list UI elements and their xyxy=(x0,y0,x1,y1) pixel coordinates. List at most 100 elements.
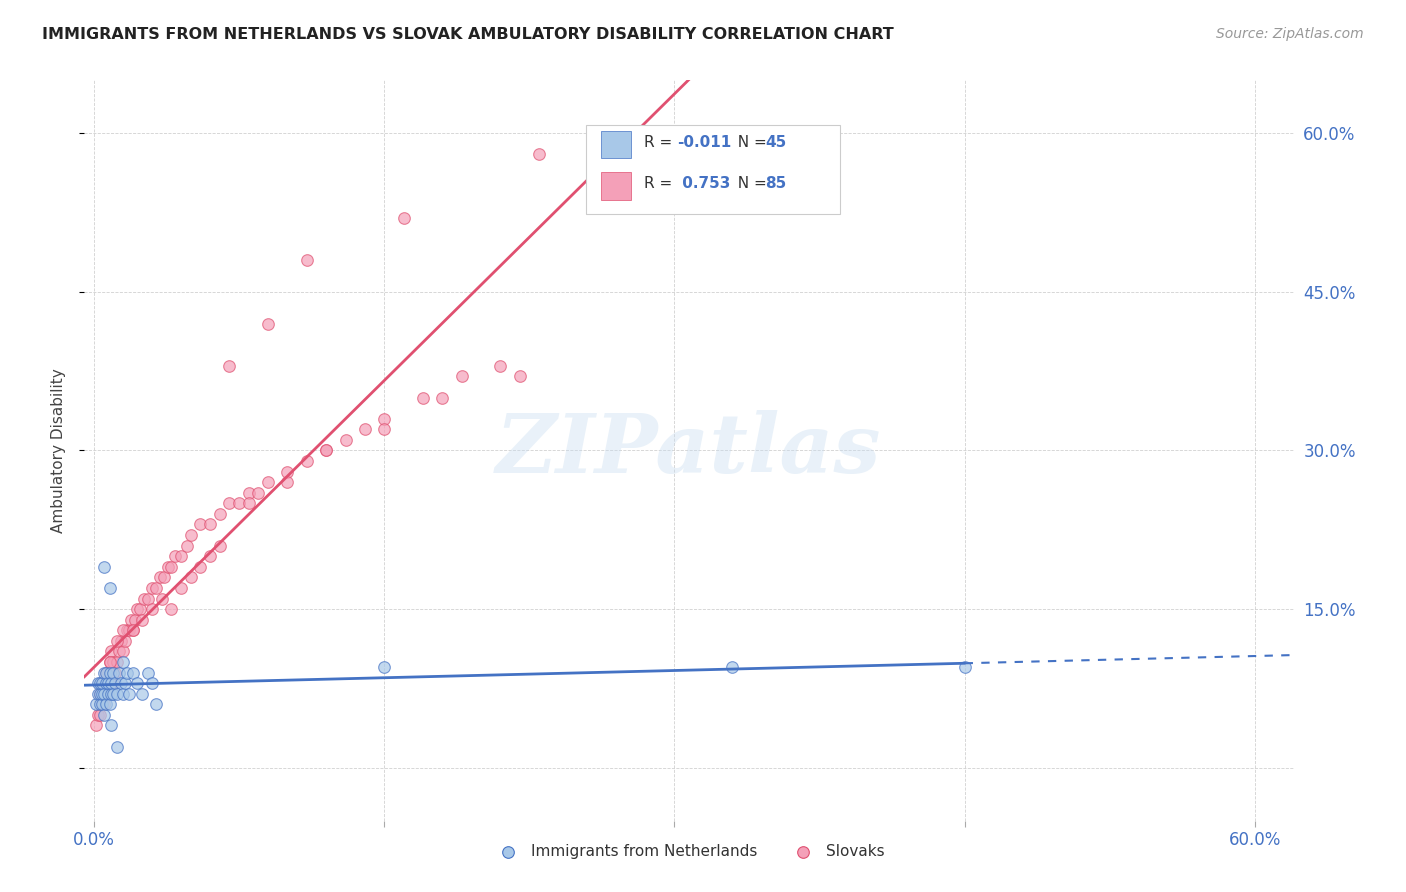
Point xyxy=(98,655,121,669)
Point xyxy=(141,676,163,690)
Point xyxy=(295,253,318,268)
Point xyxy=(115,665,138,680)
Point xyxy=(335,433,357,447)
Point xyxy=(124,613,146,627)
Point xyxy=(120,613,142,627)
Point xyxy=(98,665,121,680)
Point xyxy=(121,624,143,638)
Point xyxy=(89,687,111,701)
Point xyxy=(93,698,115,712)
Point xyxy=(208,507,231,521)
Point xyxy=(112,624,135,638)
Text: R =: R = xyxy=(644,135,678,150)
Point xyxy=(141,602,163,616)
Point xyxy=(218,496,240,510)
Point xyxy=(218,359,240,373)
Point xyxy=(87,687,110,701)
Point xyxy=(93,676,115,690)
Point xyxy=(100,665,122,680)
Point xyxy=(276,465,298,479)
Point xyxy=(295,454,318,468)
Point xyxy=(104,676,127,690)
Point xyxy=(160,602,183,616)
Point xyxy=(98,676,121,690)
Point xyxy=(152,570,174,584)
FancyBboxPatch shape xyxy=(600,172,631,200)
Point xyxy=(121,624,143,638)
Point xyxy=(93,559,115,574)
Point xyxy=(160,559,183,574)
Point xyxy=(257,317,280,331)
Point xyxy=(145,581,167,595)
Point xyxy=(98,581,121,595)
Point xyxy=(247,485,270,500)
Point xyxy=(94,687,117,701)
Point xyxy=(165,549,187,564)
Point xyxy=(170,549,193,564)
Point xyxy=(489,359,512,373)
Point xyxy=(105,633,128,648)
Point xyxy=(392,211,415,225)
Point xyxy=(97,687,120,701)
Point xyxy=(100,687,122,701)
Point xyxy=(84,718,107,732)
Point xyxy=(105,687,128,701)
FancyBboxPatch shape xyxy=(586,125,841,213)
Point xyxy=(118,687,141,701)
Text: N =: N = xyxy=(728,177,772,192)
Point xyxy=(150,591,173,606)
Point xyxy=(208,539,231,553)
Point xyxy=(257,475,280,490)
Text: -0.011: -0.011 xyxy=(676,135,731,150)
Text: 85: 85 xyxy=(765,177,786,192)
Point xyxy=(198,517,221,532)
Point xyxy=(87,676,110,690)
Point xyxy=(90,687,112,701)
Point xyxy=(94,676,117,690)
Point xyxy=(112,687,135,701)
Point xyxy=(354,422,377,436)
Legend: Immigrants from Netherlands, Slovaks: Immigrants from Netherlands, Slovaks xyxy=(486,838,891,865)
Point xyxy=(198,549,221,564)
Point xyxy=(93,707,115,722)
Point xyxy=(87,707,110,722)
Point xyxy=(118,624,141,638)
Point xyxy=(100,676,122,690)
Point xyxy=(136,665,159,680)
Point xyxy=(432,391,454,405)
Point xyxy=(953,660,976,674)
Point xyxy=(190,559,212,574)
Point xyxy=(89,698,111,712)
Point xyxy=(90,698,112,712)
Y-axis label: Ambulatory Disability: Ambulatory Disability xyxy=(51,368,66,533)
Point xyxy=(84,698,107,712)
Point xyxy=(190,517,212,532)
Text: Source: ZipAtlas.com: Source: ZipAtlas.com xyxy=(1216,27,1364,41)
Point xyxy=(238,496,260,510)
Point xyxy=(114,633,136,648)
Point xyxy=(509,369,531,384)
Point xyxy=(103,665,125,680)
Point xyxy=(129,602,152,616)
Point xyxy=(315,443,337,458)
Point xyxy=(131,687,153,701)
Point xyxy=(97,676,120,690)
Point xyxy=(527,147,550,161)
Point xyxy=(125,602,148,616)
Point xyxy=(103,687,125,701)
Point xyxy=(115,624,138,638)
Point xyxy=(100,718,122,732)
Text: IMMIGRANTS FROM NETHERLANDS VS SLOVAK AMBULATORY DISABILITY CORRELATION CHART: IMMIGRANTS FROM NETHERLANDS VS SLOVAK AM… xyxy=(42,27,894,42)
Point xyxy=(276,475,298,490)
Text: 0.753: 0.753 xyxy=(676,177,730,192)
Point xyxy=(141,581,163,595)
Point xyxy=(93,687,115,701)
Point xyxy=(149,570,172,584)
Point xyxy=(93,676,115,690)
Point xyxy=(97,665,120,680)
Point xyxy=(114,676,136,690)
Point xyxy=(373,422,395,436)
Point xyxy=(315,443,337,458)
Point xyxy=(180,528,202,542)
Point xyxy=(110,676,132,690)
